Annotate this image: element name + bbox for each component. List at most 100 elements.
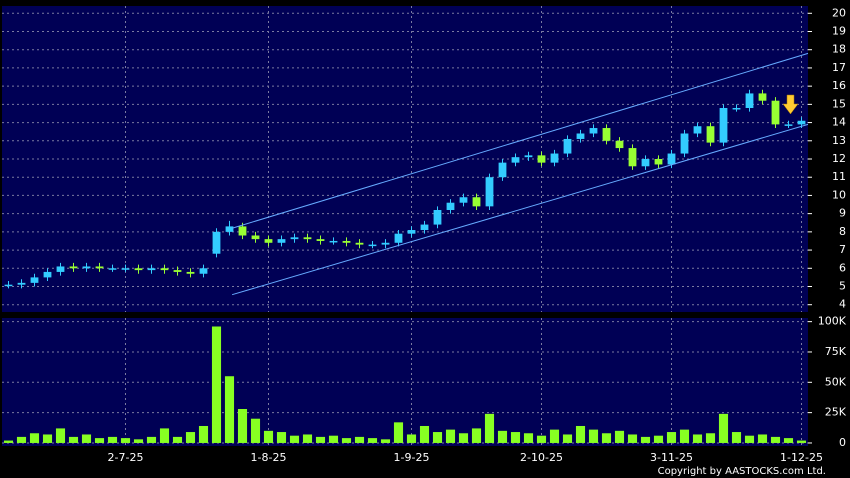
candle-body	[446, 202, 455, 210]
candle-body	[745, 93, 754, 108]
candle-body	[199, 268, 208, 274]
candle-body	[654, 159, 663, 165]
candle-body	[602, 128, 611, 141]
volume-bar	[705, 433, 716, 443]
volume-bar	[588, 429, 599, 443]
volume-bar	[341, 438, 352, 443]
volume-bar	[380, 439, 391, 443]
candle-body	[251, 235, 260, 240]
y-tick-label: 18	[832, 43, 846, 56]
candle-body	[160, 268, 169, 271]
candle-body	[30, 277, 39, 283]
candle-body	[147, 268, 156, 271]
volume-bar	[406, 434, 417, 443]
candle-body	[537, 155, 546, 163]
candle-body	[706, 126, 715, 143]
y-tick-label: 13	[832, 134, 846, 147]
candle-body	[69, 266, 78, 269]
candle-body	[186, 271, 195, 274]
volume-bar	[250, 418, 261, 443]
candle-body	[433, 210, 442, 225]
y-tick-label: 10	[832, 188, 846, 201]
candle-body	[95, 266, 104, 269]
y-tick-label: 4	[839, 298, 846, 311]
volume-bar	[419, 425, 430, 443]
volume-bar	[81, 434, 92, 443]
y-tick-label: 50K	[825, 375, 847, 388]
y-tick-label: 15	[832, 97, 846, 110]
candle-body	[277, 239, 286, 243]
volume-bar	[224, 376, 235, 443]
volume-bar	[107, 436, 118, 443]
candle-body	[576, 133, 585, 139]
volume-bar	[562, 434, 573, 443]
candle-body	[615, 140, 624, 149]
volume-bar	[315, 436, 326, 443]
candle-body	[303, 237, 312, 240]
candle-body	[43, 271, 52, 278]
y-tick-label: 16	[832, 79, 846, 92]
candle-body	[511, 157, 520, 163]
volume-bar	[783, 438, 794, 443]
candle-body	[225, 226, 234, 232]
candle-body	[771, 100, 780, 125]
candle-body	[355, 242, 364, 245]
volume-bar	[198, 425, 209, 443]
y-tick-label: 75K	[825, 345, 847, 358]
volume-bar	[3, 440, 14, 443]
candle-body	[17, 282, 26, 285]
candle-body	[459, 197, 468, 203]
y-tick-label: 9	[839, 207, 846, 220]
volume-bar	[653, 435, 664, 443]
candle-body	[472, 197, 481, 207]
candle-body	[498, 162, 507, 178]
candle-body	[290, 237, 299, 240]
volume-bar	[679, 429, 690, 443]
y-tick-label: 17	[832, 61, 846, 74]
candle-body	[589, 128, 598, 134]
candle-body	[667, 153, 676, 165]
volume-bar	[445, 429, 456, 443]
candle-body	[82, 266, 91, 269]
candle-body	[56, 266, 65, 272]
volume-bar	[458, 433, 469, 443]
candle-body	[108, 268, 117, 270]
candle-body	[420, 224, 429, 231]
volume-bar	[211, 326, 222, 443]
copyright: Copyright by AASTOCKS.com Ltd.	[658, 466, 826, 477]
x-tick-label: 3-11-25	[650, 451, 693, 464]
candle-body	[368, 244, 377, 247]
candle-body	[563, 138, 572, 154]
volume-bar	[757, 434, 768, 443]
volume-bar	[627, 434, 638, 443]
x-tick-label: 2-7-25	[108, 451, 144, 464]
volume-bar	[237, 408, 248, 443]
volume-bar	[29, 433, 40, 443]
x-tick-label: 1-8-25	[251, 451, 287, 464]
candle-body	[394, 233, 403, 243]
y-tick-label: 20	[832, 6, 846, 19]
y-tick-label: 5	[839, 280, 846, 293]
volume-bar	[744, 435, 755, 443]
candle-body	[121, 268, 130, 270]
candle-body	[758, 93, 767, 101]
x-tick-label: 1-9-25	[394, 451, 430, 464]
volume-bar	[718, 413, 729, 443]
candle-body	[134, 268, 143, 271]
trend-line	[231, 52, 809, 229]
volume-bar	[484, 413, 495, 443]
y-tick-label: 19	[832, 25, 846, 38]
y-tick-label: 6	[839, 261, 846, 274]
volume-bar	[549, 429, 560, 443]
volume-bar	[42, 434, 53, 443]
volume-bar	[185, 432, 196, 443]
volume-bar	[471, 428, 482, 443]
y-tick-label: 7	[839, 243, 846, 256]
candle-body	[264, 239, 273, 243]
candle-body	[316, 239, 325, 241]
volume-bar	[666, 432, 677, 443]
y-tick-label: 12	[832, 152, 846, 165]
y-tick-label: 25K	[825, 406, 847, 419]
